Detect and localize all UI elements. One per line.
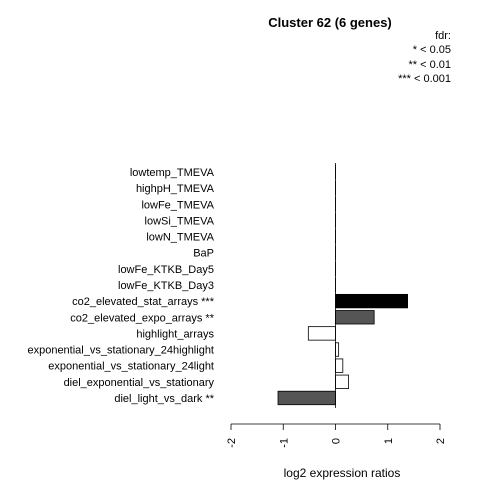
legend-entry-1: * < 0.05 [412, 44, 451, 56]
legend-entry-3: *** < 0.001 [398, 73, 451, 85]
category-label: co2_elevated_expo_arrays ** [70, 312, 214, 324]
bar [335, 310, 375, 325]
category-label: lowN_TMEVA [146, 232, 214, 244]
category-label: highpH_TMEVA [136, 183, 215, 195]
bars-group [277, 163, 409, 408]
category-label: lowFe_KTKB_Day5 [118, 264, 214, 276]
x-tick-label: -2 [226, 438, 238, 448]
x-tick-label: 2 [435, 438, 447, 444]
chart-title: Cluster 62 (6 genes) [268, 15, 392, 30]
x-axis-label: log2 expression ratios [284, 466, 401, 480]
category-label: BaP [193, 248, 214, 260]
x-tick-label: 1 [383, 438, 395, 444]
category-label: lowFe_KTKB_Day3 [118, 280, 214, 292]
category-label: diel_light_vs_dark ** [114, 393, 214, 405]
category-labels: lowtemp_TMEVA highpH_TMEVA lowFe_TMEVA lowS… [27, 167, 214, 405]
legend-entry-2: ** < 0.01 [408, 59, 451, 71]
x-tick-label: -1 [278, 438, 290, 448]
category-label: exponential_vs_stationary_24highlight [27, 345, 214, 357]
x-axis: -2 -1 0 1 2 [226, 423, 447, 448]
legend-title: fdr: [435, 30, 451, 42]
category-label: co2_elevated_stat_arrays *** [72, 296, 215, 308]
bar [277, 390, 336, 406]
bar [335, 342, 340, 357]
category-label: lowtemp_TMEVA [130, 167, 215, 179]
bar [307, 326, 336, 341]
bar [335, 293, 409, 309]
category-label: exponential_vs_stationary_24light [48, 361, 214, 373]
category-label: diel_exponential_vs_stationary [64, 377, 215, 389]
category-label: lowFe_TMEVA [141, 199, 214, 211]
category-label: lowSi_TMEVA [145, 215, 215, 227]
bar [335, 358, 344, 373]
bar [335, 374, 349, 389]
x-tick-label: 0 [331, 438, 343, 444]
category-label: highlight_arrays [136, 328, 214, 340]
